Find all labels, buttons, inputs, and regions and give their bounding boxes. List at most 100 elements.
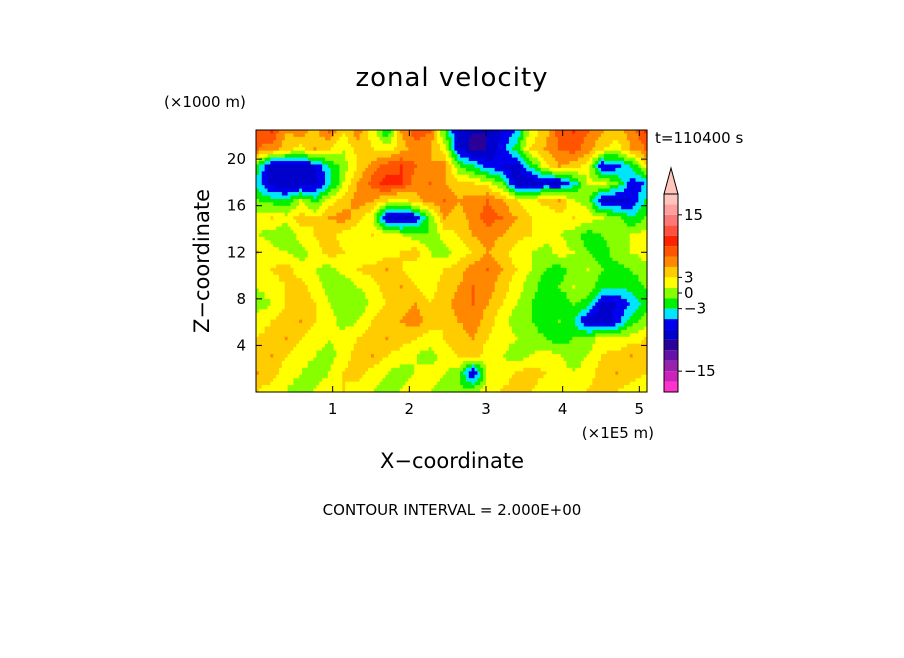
field-cell [396,229,401,235]
field-cell [362,157,366,162]
field-cell [264,143,269,148]
field-cell [612,212,616,217]
field-cell [304,164,309,169]
field-cell [592,181,596,186]
field-cell [569,202,573,207]
field-cell [583,136,588,141]
field-cell [549,233,553,238]
field-cell [638,171,642,176]
field-cell [644,205,648,210]
field-cell [537,178,542,183]
field-cell [382,140,386,145]
field-cell [621,247,625,252]
field-cell [396,167,401,172]
field-cell [624,219,628,224]
field-cell [621,209,625,214]
field-cell [293,150,297,155]
field-cell [540,219,545,224]
field-cell [442,188,447,193]
field-cell [339,167,343,172]
field-cell [454,181,458,186]
field-cell [276,195,280,200]
field-cell [583,164,588,169]
field-cell [431,233,435,238]
field-cell [336,195,340,200]
field-cell [506,140,510,145]
field-cell [267,205,271,210]
field-cell [405,133,409,138]
field-cell [348,236,352,241]
field-cell [442,240,447,245]
field-cell [414,195,418,200]
field-cell [480,250,484,255]
field-cell [457,140,461,145]
field-cell [624,247,628,252]
field-cell [465,219,470,224]
field-cell [356,133,361,138]
field-cell [572,240,576,245]
field-cell [368,198,372,203]
field-cell [325,171,329,176]
field-cell [635,157,639,162]
field-cell [451,143,455,148]
field-cell [379,205,384,210]
field-cell [552,136,556,141]
field-cell [382,233,386,238]
field-cell [514,150,519,155]
field-cell [379,226,384,231]
field-cell [256,154,260,159]
field-cell [621,133,625,138]
field-cell [454,188,458,193]
field-cell [373,150,378,155]
field-cell [353,130,358,135]
field-cell [540,243,545,248]
field-cell [365,181,369,186]
field-cell [509,226,513,231]
field-cell [621,202,625,207]
field-cell [503,219,507,224]
field-cell [405,240,409,245]
field-cell [371,209,375,214]
field-cell [258,233,263,238]
field-cell [388,174,392,179]
field-cell [402,150,407,155]
field-cell [624,181,628,186]
field-cell [497,192,501,197]
field-cell [549,192,553,197]
field-cell [615,147,619,152]
field-cell [391,178,395,183]
field-cell [460,233,464,238]
field-cell [330,171,335,176]
field-cell [379,161,384,166]
field-cell [431,243,435,248]
field-cell [503,178,507,183]
field-cell [350,167,355,172]
field-cell [302,216,306,221]
field-cell [440,178,444,183]
field-cell [330,154,335,159]
field-cell [555,185,559,190]
field-cell [635,250,639,255]
field-cell [618,219,622,224]
field-cell [402,147,407,152]
field-cell [281,181,286,186]
field-cell [431,219,435,224]
field-cell [580,233,585,238]
field-cell [534,205,539,210]
field-cell [376,226,381,231]
field-cell [359,212,363,217]
field-cell [572,247,576,252]
field-cell [273,143,277,148]
field-cell [425,198,430,203]
field-cell [483,136,487,141]
field-cell [327,130,332,135]
field-cell [333,140,338,145]
field-cell [379,202,384,207]
field-cell [325,202,329,207]
field-cell [287,136,292,141]
field-cell [368,250,372,255]
field-cell [523,136,527,141]
field-cell [284,174,289,179]
field-cell [296,250,300,255]
field-cell [621,167,625,172]
